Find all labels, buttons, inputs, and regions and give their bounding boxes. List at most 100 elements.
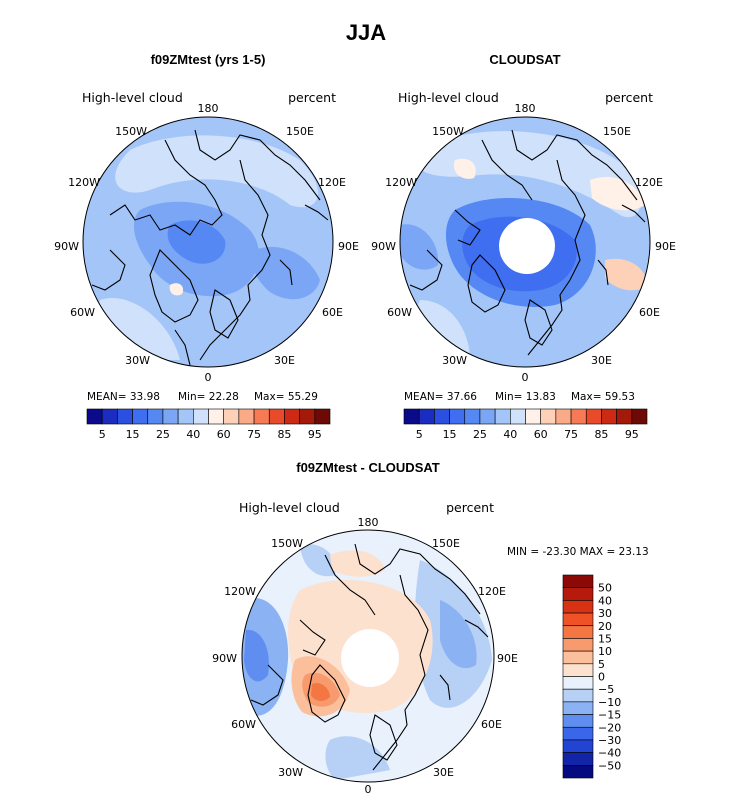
- model-lon-label-90w: 90W: [54, 240, 79, 253]
- model-field-band-light: [115, 135, 319, 208]
- obs-colorbar-box: [525, 408, 541, 425]
- panel-diff-variable-label: High-level cloud: [239, 500, 340, 515]
- model-colorbar-box: [284, 408, 300, 425]
- diff-colorbar-label: −20: [598, 721, 621, 734]
- model-colorbar-label: 60: [217, 428, 231, 441]
- panel-diff-units-label: percent: [446, 500, 494, 515]
- model-colorbar-box: [177, 408, 194, 425]
- diff-colorbar-label: 0: [598, 671, 605, 684]
- model-colorbar-box: [147, 408, 164, 425]
- model-lon-label-90e: 90E: [338, 240, 359, 253]
- obs-colorbar-box: [555, 408, 572, 425]
- obs-colorbar-label: 5: [416, 428, 423, 441]
- obs-colorbar-box: [510, 408, 526, 425]
- model-colorbar-box: [86, 408, 103, 425]
- model-colorbar-box: [117, 408, 133, 425]
- obs-colorbar-box: [601, 408, 617, 425]
- diff-lon-label-60e: 60E: [481, 718, 502, 731]
- panel-diff-title: f09ZMtest - CLOUDSAT: [296, 460, 440, 475]
- model-colorbar-box: [253, 408, 270, 425]
- panel-model-variable-label: High-level cloud: [82, 90, 183, 105]
- obs-colorbar-box: [494, 408, 511, 425]
- obs-colorbar: 5 15 25 40 60 75 85 95: [403, 408, 648, 441]
- diff-colorbar-box: [562, 688, 594, 703]
- diff-field-pos-north: [330, 550, 385, 577]
- diff-colorbar-box: [562, 765, 594, 779]
- obs-lon-label-150e: 150E: [603, 125, 631, 138]
- model-colorbar-box: [208, 408, 224, 425]
- model-colorbar-box: [268, 408, 285, 425]
- panel-model-units-label: percent: [288, 90, 336, 105]
- model-lon-label-120e: 120E: [318, 176, 346, 189]
- model-colorbar-label: 95: [308, 428, 322, 441]
- model-lon-label-180: 180: [198, 102, 219, 115]
- model-field-core-east: [252, 246, 320, 300]
- obs-colorbar-box: [540, 408, 557, 425]
- obs-colorbar-label: 75: [564, 428, 578, 441]
- model-lon-label-150e: 150E: [286, 125, 314, 138]
- diff-colorbar-box: [562, 663, 594, 677]
- diff-colorbar-box: [562, 726, 594, 741]
- model-lon-label-60e: 60E: [322, 306, 343, 319]
- obs-colorbar-label: 60: [534, 428, 548, 441]
- diff-field-neg-east-deep: [440, 600, 477, 669]
- diff-colorbar-label: 10: [598, 645, 612, 658]
- diff-colorbar-label: 15: [598, 632, 612, 645]
- diff-lon-label-120e: 120E: [478, 585, 506, 598]
- obs-colorbar-label: 95: [625, 428, 639, 441]
- diff-colorbar-box: [562, 650, 594, 665]
- model-lon-label-30w: 30W: [125, 354, 150, 367]
- model-colorbar-box: [193, 408, 209, 425]
- panel-model-map-border: [82, 116, 334, 368]
- diff-colorbar-box: [562, 676, 594, 690]
- diff-lon-label-0: 0: [365, 783, 372, 796]
- diff-colorbar-label: 20: [598, 620, 612, 633]
- model-stat-max: Max= 55.29: [254, 391, 318, 403]
- model-colorbar-label: 40: [186, 428, 200, 441]
- model-colorbar-box: [162, 408, 179, 425]
- model-colorbar: 5 15 25 40 60 75 85 95: [86, 408, 331, 441]
- obs-lon-label-120e: 120E: [635, 176, 663, 189]
- diff-lon-label-150w: 150W: [271, 537, 303, 550]
- panel-diff: f09ZMtest - CLOUDSAT High-level cloud pe…: [212, 460, 649, 796]
- diff-polar-gap: [341, 629, 399, 687]
- panel-model-title: f09ZMtest (yrs 1-5): [151, 52, 266, 67]
- panel-model: f09ZMtest (yrs 1-5) High-level cloud per…: [54, 52, 359, 441]
- diff-colorbar-label: −40: [598, 747, 621, 760]
- panel-obs-title: CLOUDSAT: [489, 52, 560, 67]
- panel-model-map: [83, 117, 333, 367]
- diff-colorbar-box: [562, 600, 594, 614]
- obs-lon-label-180: 180: [515, 102, 536, 115]
- obs-colorbar-box: [449, 408, 466, 425]
- obs-polar-gap: [499, 218, 555, 274]
- obs-field-west-deep: [400, 224, 439, 270]
- model-colorbar-label: 75: [247, 428, 261, 441]
- obs-colorbar-label: 25: [473, 428, 487, 441]
- model-colorbar-box: [223, 408, 240, 425]
- diff-field-neg-west-deep: [244, 629, 269, 682]
- diff-colorbar-label: −5: [598, 683, 614, 696]
- diff-colorbar-box: [562, 714, 594, 728]
- model-stat-min: Min= 22.28: [178, 391, 239, 403]
- diff-colorbar-label: −50: [598, 759, 621, 772]
- diff-lon-label-180: 180: [358, 516, 379, 529]
- diff-field-pos-peak: [311, 682, 330, 701]
- model-colorbar-label: 85: [277, 428, 291, 441]
- obs-stat-mean: MEAN= 37.66: [404, 391, 477, 403]
- obs-colorbar-box: [585, 408, 602, 425]
- model-lon-label-60w: 60W: [70, 306, 95, 319]
- diff-colorbar-box: [562, 701, 594, 715]
- model-lon-label-120w: 120W: [68, 176, 100, 189]
- obs-colorbar-box: [403, 408, 420, 425]
- obs-lon-label-60w: 60W: [387, 306, 412, 319]
- diff-colorbar-box: [562, 739, 594, 753]
- obs-colorbar-box: [418, 408, 435, 425]
- panel-obs-coastlines: [409, 129, 646, 356]
- model-lon-label-150w: 150W: [115, 125, 147, 138]
- panel-obs-map: [400, 117, 650, 367]
- model-colorbar-box: [101, 408, 118, 425]
- diff-lon-label-150e: 150E: [432, 537, 460, 550]
- diff-lon-label-90e: 90E: [497, 652, 518, 665]
- obs-colorbar-box: [570, 408, 587, 425]
